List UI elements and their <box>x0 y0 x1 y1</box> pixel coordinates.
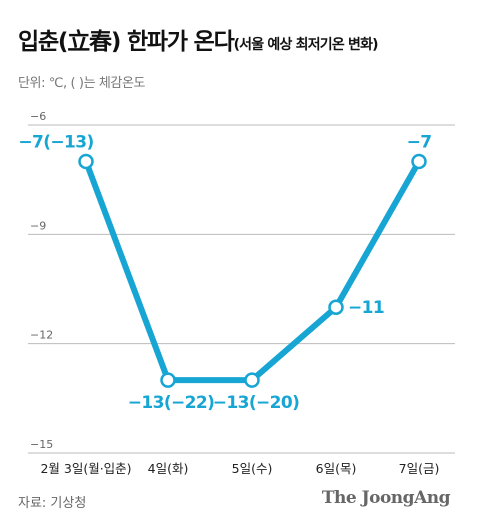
x-tick-label: 7일(금) <box>399 461 440 476</box>
y-tick-label: −12 <box>30 329 53 342</box>
data-label: −13(−20) <box>213 393 300 413</box>
data-label: −7 <box>407 132 432 152</box>
x-tick-label: 5일(수) <box>232 461 273 476</box>
y-tick-label: −6 <box>30 110 46 123</box>
data-point <box>244 372 260 388</box>
chart-subtitle: (서울 예상 최저기온 변화) <box>233 37 379 53</box>
source-note: 자료: 기상청 <box>18 496 87 511</box>
data-point <box>160 372 176 388</box>
data-label: −13(−22) <box>128 393 215 413</box>
unit-note: 단위: ℃, ( )는 체감온도 <box>18 76 146 91</box>
series-line <box>83 158 422 384</box>
x-tick-label: 6일(목) <box>316 461 357 476</box>
data-label: −11 <box>348 298 384 318</box>
data-point <box>411 153 427 170</box>
brand-logo: The JoongAng <box>321 488 451 508</box>
data-label: −7(−13) <box>18 132 93 152</box>
chart-title-block: 입춘(立春) 한파가 온다(서울 예상 최저기온 변화) <box>18 22 470 56</box>
x-tick-label: 4일(화) <box>148 461 189 476</box>
data-point <box>328 299 344 315</box>
chart-title: 입춘(立春) 한파가 온다 <box>18 29 235 55</box>
y-tick-label: −9 <box>30 219 46 232</box>
y-tick-label: −15 <box>30 438 53 451</box>
data-point <box>78 153 94 170</box>
x-tick-label: 2월 3일(월·입춘) <box>40 461 131 476</box>
